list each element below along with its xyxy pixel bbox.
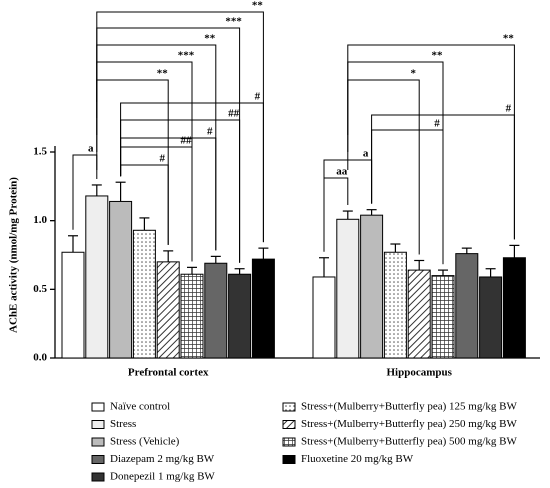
bar (336, 218, 360, 359)
legend-swatch (282, 455, 296, 464)
significance-bracket (120, 164, 169, 245)
y-tick-label: 0.0 (33, 352, 47, 364)
bar (383, 251, 407, 359)
legend-swatch (91, 455, 105, 464)
legend-label: Stress+(Mulberry+Butterfly pea) 250 mg/k… (301, 418, 517, 430)
significance-bracket (96, 79, 169, 245)
bar (109, 200, 133, 359)
y-tick-label: 1.5 (33, 146, 47, 158)
significance-bracket (120, 146, 193, 262)
bar (360, 214, 384, 359)
legend-swatch (91, 472, 105, 482)
bar (61, 251, 85, 359)
significance-label: # (159, 153, 165, 165)
significance-label: aa (336, 166, 348, 178)
bar (156, 261, 180, 359)
bar (312, 276, 336, 359)
significance-label: ** (252, 0, 264, 12)
legend-swatch (282, 420, 296, 429)
bar (228, 273, 252, 359)
significance-label: # (255, 91, 261, 103)
x-tick-label: Hippocampus (386, 367, 452, 379)
bar (407, 269, 431, 359)
significance-label: ** (503, 33, 515, 45)
significance-bracket (323, 177, 349, 252)
significance-label: ** (432, 50, 444, 62)
bar (132, 229, 156, 359)
y-tick-label: 0.5 (33, 283, 47, 295)
legend-label: Stress (110, 418, 136, 430)
legend-swatch (91, 420, 105, 429)
significance-label: a (88, 143, 94, 155)
bar (479, 276, 503, 359)
legend-label: Stress (Vehicle) (110, 436, 180, 448)
legend-label: Stress+(Mulberry+Butterfly pea) 500 mg/k… (301, 436, 517, 448)
legend-swatch (91, 402, 105, 412)
bar (85, 195, 109, 359)
bar (180, 273, 204, 359)
significance-label: # (207, 126, 213, 138)
legend-label: Diazepam 2 mg/kg BW (110, 453, 215, 465)
significance-label: *** (178, 50, 195, 62)
bar (431, 275, 455, 359)
bar (251, 258, 275, 359)
significance-bracket (347, 79, 420, 255)
significance-label: a (363, 148, 369, 160)
legend-label: Fluoxetine 20 mg/kg BW (301, 453, 414, 465)
legend-swatch (282, 402, 296, 412)
significance-label: ## (181, 135, 193, 147)
legend-swatch (91, 437, 105, 447)
significance-label: ## (228, 108, 240, 120)
significance-label: # (434, 118, 440, 130)
y-axis-label: AChE activity (nmol/mg Protein) (8, 177, 20, 333)
x-tick-label: Prefrontal cortex (128, 367, 209, 379)
legend-label: Naïve control (110, 401, 170, 413)
significance-label: # (506, 103, 512, 115)
legend-label: Donepezil 1 mg/kg BW (110, 471, 215, 483)
significance-label: * (410, 68, 416, 80)
y-tick-label: 1.0 (33, 214, 47, 226)
significance-label: ** (157, 68, 169, 80)
legend-label: Stress+(Mulberry+Butterfly pea) 125 mg/k… (301, 401, 517, 413)
significance-bracket (72, 154, 98, 230)
bar (455, 253, 479, 359)
significance-label: ** (204, 33, 216, 45)
bar (502, 257, 526, 359)
significance-label: *** (225, 16, 242, 28)
legend-swatch (282, 437, 296, 447)
bar (204, 262, 228, 359)
